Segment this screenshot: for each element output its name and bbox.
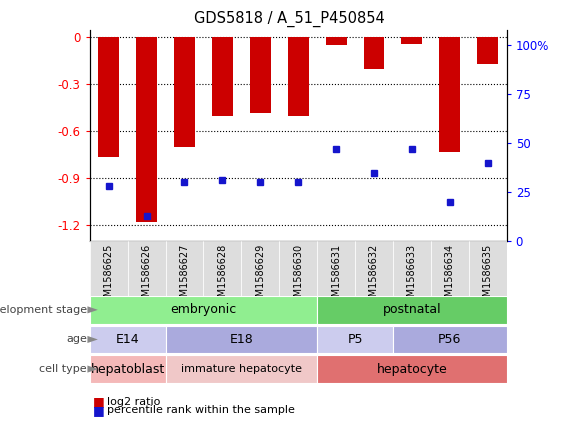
Text: hepatocyte: hepatocyte bbox=[376, 363, 447, 376]
Text: GSM1586634: GSM1586634 bbox=[445, 244, 455, 309]
Bar bbox=[393, 326, 507, 353]
Text: age: age bbox=[66, 335, 87, 344]
Bar bbox=[136, 38, 157, 222]
Text: P56: P56 bbox=[438, 333, 461, 346]
Polygon shape bbox=[87, 365, 98, 373]
Bar bbox=[469, 241, 507, 296]
Bar bbox=[317, 355, 507, 383]
Text: GSM1586627: GSM1586627 bbox=[179, 244, 189, 309]
Text: GSM1586632: GSM1586632 bbox=[369, 244, 379, 309]
Bar bbox=[90, 326, 166, 353]
Text: ■: ■ bbox=[93, 404, 104, 417]
Bar bbox=[393, 241, 431, 296]
Text: GSM1586629: GSM1586629 bbox=[255, 244, 265, 309]
Text: embryonic: embryonic bbox=[170, 303, 237, 316]
Text: GSM1586630: GSM1586630 bbox=[293, 244, 303, 309]
Text: cell type: cell type bbox=[39, 364, 87, 374]
Bar bbox=[317, 241, 355, 296]
Text: GSM1586631: GSM1586631 bbox=[331, 244, 341, 309]
Bar bbox=[325, 38, 346, 45]
Text: E14: E14 bbox=[116, 333, 140, 346]
Bar bbox=[364, 38, 384, 69]
Text: GSM1586626: GSM1586626 bbox=[142, 244, 152, 309]
Text: GSM1586633: GSM1586633 bbox=[407, 244, 417, 309]
Bar bbox=[431, 241, 469, 296]
Bar bbox=[355, 241, 393, 296]
Polygon shape bbox=[87, 336, 98, 343]
Polygon shape bbox=[87, 306, 98, 313]
Bar bbox=[174, 38, 195, 147]
Text: hepatoblast: hepatoblast bbox=[90, 363, 165, 376]
Bar bbox=[166, 241, 203, 296]
Text: P5: P5 bbox=[347, 333, 363, 346]
Text: log2 ratio: log2 ratio bbox=[107, 397, 160, 407]
Text: GSM1586625: GSM1586625 bbox=[104, 244, 113, 309]
Bar bbox=[90, 355, 166, 383]
Text: GSM1586635: GSM1586635 bbox=[483, 244, 493, 309]
Text: postnatal: postnatal bbox=[383, 303, 441, 316]
Bar bbox=[317, 296, 507, 324]
Text: GSM1586628: GSM1586628 bbox=[217, 244, 228, 309]
Text: ■: ■ bbox=[93, 396, 104, 408]
Bar bbox=[203, 241, 241, 296]
Bar bbox=[288, 38, 309, 116]
Bar bbox=[241, 241, 279, 296]
Text: GDS5818 / A_51_P450854: GDS5818 / A_51_P450854 bbox=[194, 11, 385, 27]
Bar bbox=[212, 38, 233, 116]
Bar bbox=[90, 296, 317, 324]
Bar bbox=[98, 38, 119, 157]
Bar bbox=[90, 241, 127, 296]
Bar bbox=[439, 38, 460, 152]
Text: development stage: development stage bbox=[0, 305, 87, 315]
Bar bbox=[250, 38, 271, 113]
Bar bbox=[317, 326, 393, 353]
Bar bbox=[279, 241, 317, 296]
Bar bbox=[166, 326, 317, 353]
Text: immature hepatocyte: immature hepatocyte bbox=[181, 364, 302, 374]
Text: E18: E18 bbox=[229, 333, 253, 346]
Text: percentile rank within the sample: percentile rank within the sample bbox=[107, 405, 295, 415]
Bar bbox=[127, 241, 166, 296]
Bar bbox=[166, 355, 317, 383]
Bar bbox=[401, 38, 422, 44]
Bar bbox=[477, 38, 498, 64]
